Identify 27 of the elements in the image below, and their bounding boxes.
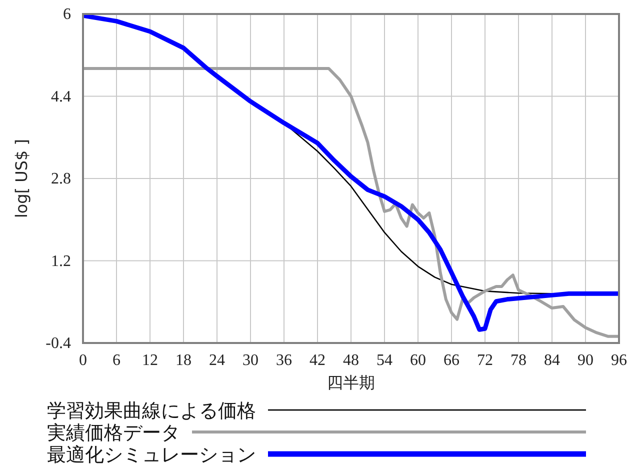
x-tick-label: 72 [477, 352, 493, 369]
x-tick-label: 42 [310, 352, 326, 369]
legend-label: 実績価格データ [47, 422, 180, 444]
y-tick-label: 4.4 [51, 88, 71, 106]
y-axis-title: log[ US$ ] [12, 138, 31, 218]
x-tick-label: 30 [242, 352, 258, 369]
legend-label: 最適化シミュレーション [47, 444, 256, 466]
y-tick-label: -0.4 [46, 335, 71, 352]
x-tick-label: 24 [209, 352, 225, 369]
x-tick-label: 66 [444, 352, 460, 369]
x-tick-label: 12 [142, 352, 158, 369]
x-tick-label: 54 [376, 352, 392, 369]
x-tick-label: 48 [343, 352, 359, 369]
y-tick-label: 1.2 [51, 252, 71, 270]
y-tick-label: 2.8 [51, 170, 71, 188]
x-tick-label: 84 [544, 352, 560, 369]
x-tick-label: 18 [176, 352, 192, 369]
x-tick-label: 96 [611, 352, 627, 369]
x-tick-label: 60 [410, 352, 426, 369]
x-tick-label: 36 [276, 352, 292, 369]
x-tick-label: 90 [578, 352, 594, 369]
x-tick-label: 6 [112, 352, 120, 369]
x-axis-title: 四半期 [327, 373, 375, 392]
x-tick-label: 78 [510, 352, 526, 369]
x-tick-label: 0 [79, 352, 87, 369]
legend-label: 学習効果曲線による価格 [47, 400, 256, 422]
y-tick-label: 6 [63, 6, 71, 23]
